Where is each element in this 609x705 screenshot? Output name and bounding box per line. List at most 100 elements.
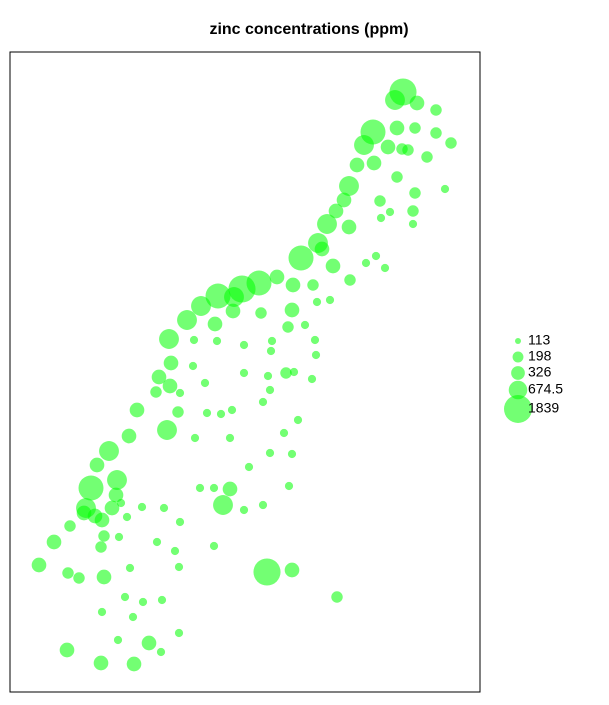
bubble xyxy=(93,655,109,671)
bubble xyxy=(287,449,297,459)
bubble xyxy=(62,567,74,579)
legend-symbol xyxy=(508,380,528,400)
legend-label: 198 xyxy=(528,348,552,364)
bubble xyxy=(189,335,199,345)
bubble xyxy=(174,628,184,638)
bubble xyxy=(263,371,273,381)
bubble xyxy=(159,503,169,513)
bubble xyxy=(430,104,442,116)
bubble xyxy=(336,192,352,208)
bubble xyxy=(344,274,356,286)
bubble xyxy=(98,530,110,542)
bubble xyxy=(174,562,184,572)
bubble xyxy=(265,448,275,458)
legend-label: 1839 xyxy=(528,400,559,416)
bubble xyxy=(325,295,335,305)
bubble xyxy=(445,137,457,149)
legend-symbol xyxy=(512,351,524,363)
bubble xyxy=(284,302,300,318)
bubble xyxy=(89,457,105,473)
bubble xyxy=(96,569,112,585)
bubble xyxy=(279,428,289,438)
bubble xyxy=(265,385,275,395)
bubble xyxy=(374,195,386,207)
bubble xyxy=(207,316,223,332)
bubble xyxy=(409,95,425,111)
bubble xyxy=(288,245,314,271)
bubble xyxy=(175,388,185,398)
bubble xyxy=(307,374,317,384)
bubble xyxy=(188,361,198,371)
chart-title: zinc concentrations (ppm) xyxy=(209,21,408,38)
bubble xyxy=(108,487,124,503)
bubble xyxy=(224,287,244,307)
bubble xyxy=(239,340,249,350)
bubble xyxy=(376,213,386,223)
bubble xyxy=(244,462,254,472)
bubble xyxy=(205,283,231,309)
bubble xyxy=(59,642,75,658)
bubble xyxy=(114,532,124,542)
bubble xyxy=(282,321,294,333)
bubble xyxy=(380,263,390,273)
bubble xyxy=(78,475,104,501)
bubble xyxy=(129,402,145,418)
bubble xyxy=(312,297,322,307)
bubble xyxy=(389,120,405,136)
bubble xyxy=(339,176,359,196)
bubble xyxy=(191,296,211,316)
bubble xyxy=(280,367,292,379)
bubble xyxy=(349,157,365,173)
bubble xyxy=(285,277,301,293)
bubble xyxy=(120,592,130,602)
bubble xyxy=(269,269,285,285)
bubble xyxy=(125,563,135,573)
plot-frame xyxy=(9,51,481,693)
bubble xyxy=(317,214,337,234)
bubble xyxy=(116,498,126,508)
bubble xyxy=(239,505,249,515)
bubble xyxy=(430,127,442,139)
bubble xyxy=(361,258,371,268)
bubble xyxy=(202,408,212,418)
bubble xyxy=(172,406,184,418)
bubble xyxy=(225,433,235,443)
bubble xyxy=(156,647,166,657)
bubble xyxy=(73,572,85,584)
bubble xyxy=(99,441,119,461)
bubble xyxy=(209,541,219,551)
bubble xyxy=(409,122,421,134)
bubble xyxy=(310,335,320,345)
bubble xyxy=(87,508,103,524)
bubble xyxy=(440,184,450,194)
bubble xyxy=(407,205,419,217)
bubble xyxy=(366,155,382,171)
bubble xyxy=(159,329,179,349)
bubble xyxy=(95,541,107,553)
bubble xyxy=(175,517,185,527)
bubble xyxy=(331,591,343,603)
bubble xyxy=(409,187,421,199)
bubble xyxy=(258,500,268,510)
bubble xyxy=(293,415,303,425)
bubble xyxy=(314,241,330,257)
bubble xyxy=(195,483,205,493)
bubble xyxy=(391,171,403,183)
bubble xyxy=(209,483,219,493)
bubble xyxy=(128,612,138,622)
legend-label: 326 xyxy=(528,364,552,380)
legend-symbol xyxy=(511,366,525,380)
bubble xyxy=(64,520,76,532)
bubble xyxy=(307,279,319,291)
bubble xyxy=(385,90,405,110)
bubble xyxy=(151,369,167,385)
bubble xyxy=(150,386,162,398)
bubble xyxy=(255,307,267,319)
bubble xyxy=(300,320,310,330)
bubble xyxy=(200,378,210,388)
bubble xyxy=(225,303,241,319)
bubble xyxy=(266,346,276,356)
bubble xyxy=(163,355,179,371)
bubble xyxy=(380,139,396,155)
